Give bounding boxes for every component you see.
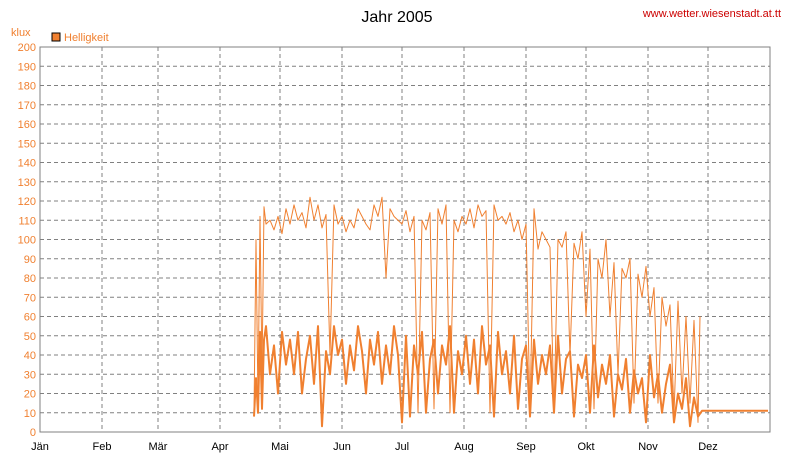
chart-title: Jahr 2005	[361, 9, 432, 26]
y-tick-label: 140	[18, 158, 36, 170]
y-axis-unit: klux	[11, 27, 31, 39]
y-tick-label: 190	[18, 61, 36, 73]
y-tick-label: 40	[24, 350, 36, 362]
x-tick-label: Jul	[395, 441, 409, 453]
y-tick-label: 50	[24, 331, 36, 343]
y-tick-label: 200	[18, 42, 36, 54]
grid	[40, 47, 770, 432]
y-tick-label: 180	[18, 81, 36, 93]
x-tick-label: Dez	[698, 441, 718, 453]
legend-swatch	[51, 32, 61, 42]
y-tick-label: 10	[24, 408, 36, 420]
series-group	[253, 196, 768, 428]
x-tick-label: Jän	[31, 441, 49, 453]
y-tick-label: 90	[24, 254, 36, 266]
legend-label: Helligkeit	[64, 32, 109, 44]
y-tick-label: 100	[18, 235, 36, 247]
y-tick-label: 30	[24, 369, 36, 381]
y-tick-label: 160	[18, 119, 36, 131]
y-tick-label: 0	[30, 427, 36, 439]
y-axis-ticks: 0 10 20 30 40 50 60 70 80 90 100 110 120 130 140 150 160…	[18, 42, 36, 439]
legend: Helligkeit	[51, 32, 109, 44]
x-tick-label: Mär	[149, 441, 168, 453]
x-tick-label: Feb	[93, 441, 112, 453]
y-tick-label: 130	[18, 177, 36, 189]
x-tick-label: Nov	[638, 441, 658, 453]
y-tick-label: 170	[18, 100, 36, 112]
x-tick-label: Apr	[211, 441, 228, 453]
x-tick-label: Sep	[516, 441, 536, 453]
y-tick-label: 70	[24, 292, 36, 304]
series-line-daily-average	[253, 325, 768, 428]
series-line-daily-maximum	[253, 196, 701, 423]
x-tick-label: Jun	[333, 441, 351, 453]
y-tick-label: 80	[24, 273, 36, 285]
y-tick-label: 120	[18, 196, 36, 208]
y-tick-label: 20	[24, 389, 36, 401]
y-tick-label: 150	[18, 138, 36, 150]
x-tick-label: Aug	[454, 441, 474, 453]
x-tick-label: Mai	[271, 441, 289, 453]
x-axis-ticks: Jän Feb Mär Apr Mai Jun Jul Aug Sep Okt Nov Dez	[31, 441, 718, 453]
x-tick-label: Okt	[577, 441, 594, 453]
y-tick-label: 60	[24, 312, 36, 324]
source-link[interactable]: www.wetter.wiesenstadt.at.tt	[642, 8, 781, 20]
y-tick-label: 110	[18, 215, 36, 227]
